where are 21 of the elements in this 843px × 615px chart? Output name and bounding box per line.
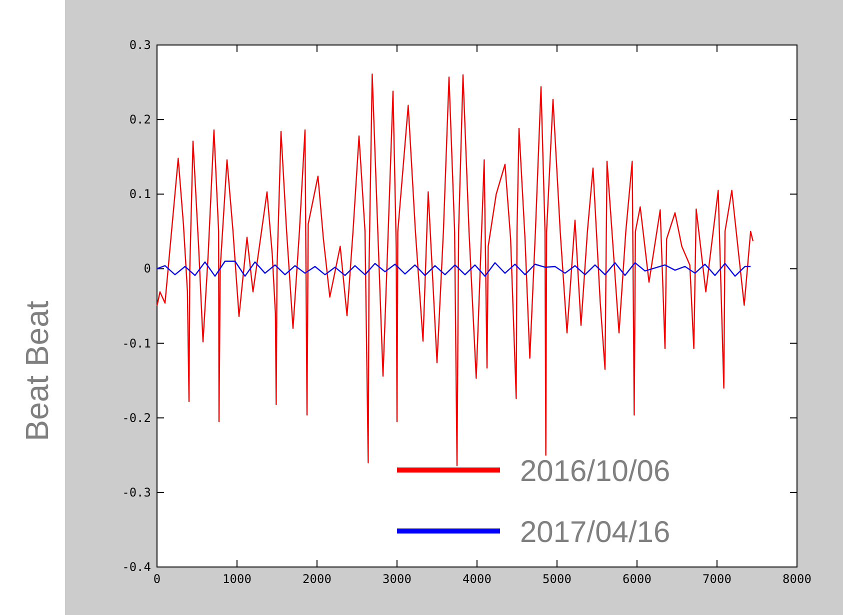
y-tick-label: -0.4 [122, 560, 151, 574]
y-axis-title: Beat Beat [19, 300, 55, 442]
legend-label: 2017/04/16 [520, 516, 670, 549]
y-tick-label: -0.3 [122, 485, 151, 500]
x-tick-label: 4000 [462, 572, 492, 586]
y-tick-label: -0.1 [122, 336, 151, 350]
y-tick-label: 0.2 [129, 112, 151, 127]
y-tick-label: 0 [144, 262, 151, 276]
x-tick-label: 5000 [542, 572, 572, 586]
legend-label: 2016/10/06 [520, 455, 670, 488]
y-tick-label: 0.3 [129, 38, 151, 52]
y-tick-label: 0.1 [129, 187, 151, 202]
line-series [156, 260, 752, 277]
x-tick-label: 0 [153, 572, 161, 586]
x-tick-label: 6000 [622, 572, 652, 586]
y-tick-label: -0.2 [122, 410, 151, 425]
x-tick-label: 2000 [302, 572, 332, 586]
x-tick-label: 1000 [222, 572, 252, 586]
x-tick-label: 7000 [702, 572, 732, 586]
x-tick-label: 8000 [782, 572, 812, 586]
x-tick-label: 3000 [382, 572, 412, 586]
